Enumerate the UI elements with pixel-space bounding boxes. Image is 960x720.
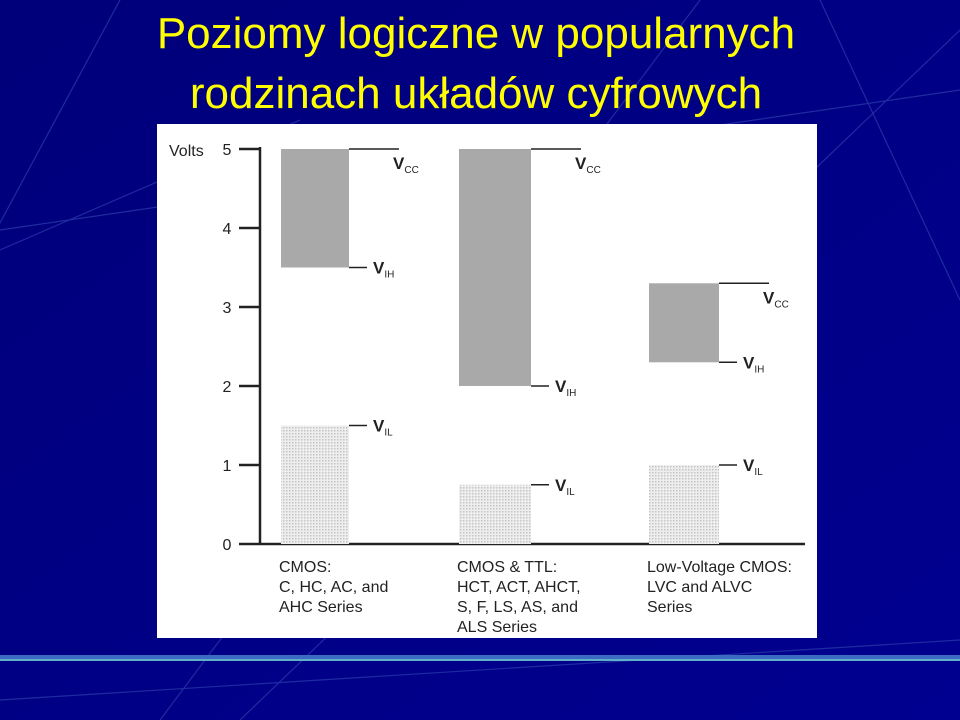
y-tick-label-4: 4 <box>223 221 232 238</box>
category-label-1-3: ALS Series <box>457 619 537 636</box>
y-tick-label-5: 5 <box>223 142 232 159</box>
slide-title-line-1: Poziomy logiczne w popularnych <box>156 9 796 58</box>
vcc-label-1: VCC <box>575 154 601 176</box>
category-label-0-2: AHC Series <box>279 599 363 616</box>
vih-label-1: VIH <box>555 377 576 399</box>
low-band-1 <box>459 484 531 544</box>
vil-label-2: VIL <box>743 456 763 478</box>
category-label-2-1: LVC and ALVC <box>647 579 752 596</box>
y-tick-label-0: 0 <box>223 537 232 554</box>
slide-title-line-2: rodzinach układów cyfrowych <box>189 69 763 118</box>
low-band-2 <box>649 465 719 544</box>
category-label-2-0: Low-Voltage CMOS: <box>647 559 792 576</box>
high-band-1 <box>459 149 531 386</box>
y-tick-label-1: 1 <box>223 458 232 475</box>
category-label-1-0: CMOS & TTL: <box>457 559 557 576</box>
y-tick-label-2: 2 <box>223 379 232 396</box>
category-label-1-1: HCT, ACT, AHCT, <box>457 579 581 596</box>
vih-label-0: VIH <box>373 259 394 281</box>
vih-label-2: VIH <box>743 353 764 375</box>
vil-label-1: VIL <box>555 476 575 498</box>
high-band-2 <box>649 283 719 363</box>
category-label-1-2: S, F, LS, AS, and <box>457 599 578 616</box>
high-band-0 <box>281 149 349 268</box>
chart-panel: Volts 0 1 2 3 4 5 VCC VIH VIL CMOS: C, HC, AC, and A… <box>157 124 817 638</box>
logic-levels-chart: Volts 0 1 2 3 4 5 VCC VIH VIL CMOS: C, HC, AC, and A… <box>169 142 805 636</box>
category-label-0-0: CMOS: <box>279 559 331 576</box>
category-label-2-2: Series <box>647 599 692 616</box>
vcc-label-0: VCC <box>393 154 419 176</box>
bottom-stripe <box>0 655 960 659</box>
vil-label-0: VIL <box>373 417 393 439</box>
vcc-label-2: VCC <box>763 288 789 310</box>
y-axis-title: Volts <box>169 143 204 160</box>
y-tick-label-3: 3 <box>223 300 232 317</box>
low-band-0 <box>281 425 349 544</box>
category-label-0-1: C, HC, AC, and <box>279 579 388 596</box>
